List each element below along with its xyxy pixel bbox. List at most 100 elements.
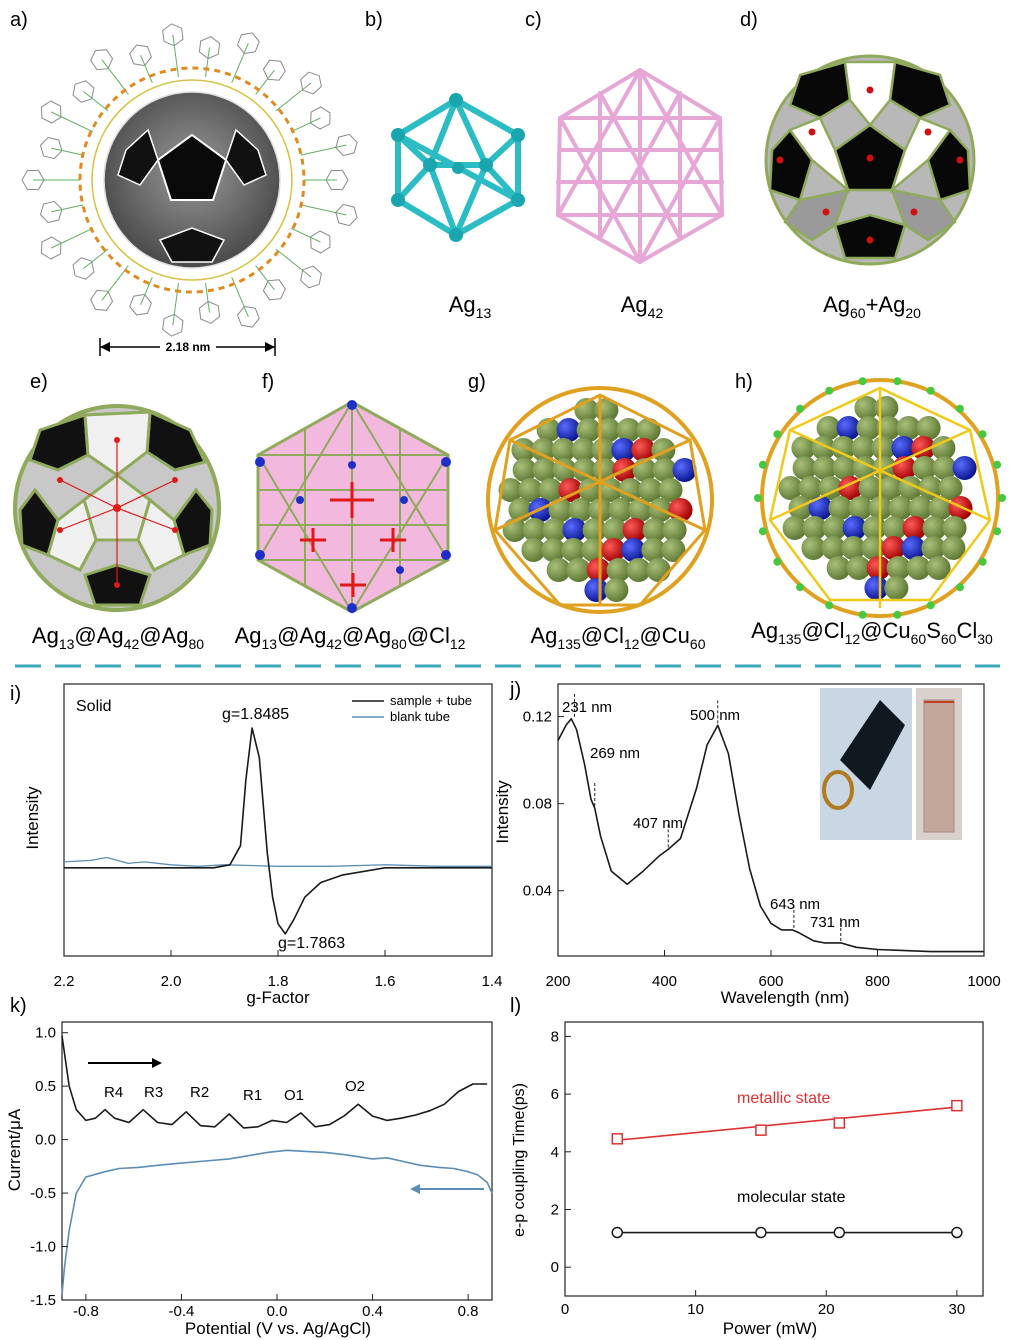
cu-ring-outer xyxy=(78,66,306,294)
chart-l-xtick-label: 0 xyxy=(561,1301,569,1318)
cl-sphere xyxy=(836,416,861,440)
formula-sub: 13 xyxy=(59,636,75,652)
ag-sphere xyxy=(888,496,913,520)
cl-sphere xyxy=(864,576,889,600)
chart-k-peak-label: O2 xyxy=(345,1078,365,1095)
chart-k-xtick-label: 0.8 xyxy=(458,1303,479,1320)
legend-molecular-state: molecular state xyxy=(737,1189,846,1206)
chart-i-xtick-label: 2.0 xyxy=(161,973,182,990)
core-pentagon-right xyxy=(225,128,267,186)
red-sphere xyxy=(881,536,906,560)
ag-sphere xyxy=(792,456,817,480)
chart-l-frame xyxy=(564,1021,984,1297)
chart-k-xtick-label: -0.8 xyxy=(73,1303,99,1320)
chart-k-ylabel: Current/μA xyxy=(5,1108,24,1191)
formula-sub: 60 xyxy=(941,631,957,647)
ag-sphere xyxy=(856,416,881,440)
chart-i-xtick-label: 1.8 xyxy=(268,973,289,990)
ligand-bond xyxy=(101,265,129,301)
formula-text: @Cl xyxy=(801,618,844,643)
ligand-bond xyxy=(50,227,94,249)
chart-l-xlabel: Power (mW) xyxy=(723,1319,817,1338)
panel-e-label: e) xyxy=(30,371,48,393)
cl-green-atom xyxy=(893,377,902,386)
chart-l-xtick-label: 20 xyxy=(818,1301,835,1318)
chart-k-xtick-label: -0.4 xyxy=(169,1303,195,1320)
panel-f-formula: Ag13​@Ag42​@Ag80​@Cl12​ xyxy=(235,623,466,652)
core-pentagon-left xyxy=(117,128,159,186)
ligand-bond xyxy=(205,47,210,77)
chart-l-xtick-label: 10 xyxy=(687,1301,704,1318)
annotation-g-1-7863: g=1.7863 xyxy=(278,935,345,952)
formula-sub: 80 xyxy=(391,636,407,652)
chart-i-xlabel: g-Factor xyxy=(246,988,310,1007)
chart-k-ytick-label: -0.5 xyxy=(30,1185,56,1202)
panel-d-formula: Ag60​+Ag20​ xyxy=(823,292,921,321)
panel-c-formula: Ag42​ xyxy=(621,292,664,321)
ag-sphere xyxy=(908,496,933,520)
cl-green-atom xyxy=(955,404,964,413)
chart-k-ytick-label: -1.5 xyxy=(30,1292,56,1309)
ag-sphere xyxy=(884,576,909,600)
chart-i-xtick-label: 1.4 xyxy=(482,973,503,990)
ag-sphere xyxy=(828,496,853,520)
formula-sub: 135 xyxy=(778,631,802,647)
chart-l-point-metallic xyxy=(755,1124,767,1136)
red-sphere xyxy=(631,438,656,462)
panel-a: a) 2.18 nm xyxy=(10,9,358,356)
panel-d: d) Ag60​+Ag20​ xyxy=(740,9,976,321)
cl-green-atom xyxy=(796,583,805,592)
chart-j-ytick-label: 0.12 xyxy=(523,709,552,726)
cl-green-atom xyxy=(998,494,1006,502)
panel-h-formula: Ag135​@Cl12​@Cu60​S60​Cl30​ xyxy=(751,618,993,647)
red-sphere xyxy=(601,538,626,562)
legend-sample-tube: sample + tube xyxy=(390,693,472,708)
legend-blank-tube: blank tube xyxy=(390,709,450,724)
ag-sphere xyxy=(826,556,851,580)
formula-text: Ag xyxy=(32,623,59,648)
ag-sphere xyxy=(608,498,633,522)
scale-text-bg xyxy=(160,338,216,354)
cl-green-atom xyxy=(758,460,767,469)
formula-text: @Cl xyxy=(407,623,450,648)
chart-i-solid-label: Solid xyxy=(76,698,112,715)
ligand-bond xyxy=(275,248,312,278)
ligand-ring xyxy=(335,133,358,157)
cl-sphere xyxy=(611,438,636,462)
chart-j-series-absorbance xyxy=(557,718,984,953)
formula-text: +Ag xyxy=(866,292,906,317)
formula-sub: 12 xyxy=(845,631,861,647)
ag-sphere xyxy=(662,518,687,542)
ligand-ring xyxy=(72,80,95,103)
ligand-bond xyxy=(205,283,210,313)
ligand-bond xyxy=(51,147,84,156)
chart-l-ytick-label: 6 xyxy=(551,1086,559,1103)
cl-green-atom xyxy=(858,377,867,386)
ag-sphere xyxy=(851,436,876,460)
chart-j-xtick-label: 800 xyxy=(865,973,890,990)
loop-ring xyxy=(822,770,854,810)
ag-sphere xyxy=(638,478,663,502)
ag-sphere xyxy=(521,538,546,562)
formula-sub: 135 xyxy=(557,636,581,652)
ligand-ring xyxy=(300,71,322,95)
chart-j-peak-label: 731 nm xyxy=(810,914,860,931)
ag-sphere xyxy=(591,438,616,462)
ag-sphere xyxy=(886,556,911,580)
chart-j-peak-label: 231 nm xyxy=(562,699,612,716)
ligand-bond xyxy=(300,144,347,156)
cl-green-atom xyxy=(955,583,964,592)
ag-sphere xyxy=(841,536,866,560)
chart-j-xtick-label: 200 xyxy=(545,973,570,990)
cl-green-atom xyxy=(926,601,935,610)
core-pentagon-bottom xyxy=(158,227,226,263)
formula-text: @Cu xyxy=(639,623,689,648)
panel-l-label: l) xyxy=(510,995,521,1017)
ag-sphere xyxy=(646,558,671,582)
ag-sphere xyxy=(918,476,943,500)
ag-sphere xyxy=(498,478,523,502)
formula-text: S xyxy=(926,618,941,643)
panel-j-label: j) xyxy=(509,679,521,701)
chart-i-ylabel: Intensity xyxy=(23,786,42,850)
